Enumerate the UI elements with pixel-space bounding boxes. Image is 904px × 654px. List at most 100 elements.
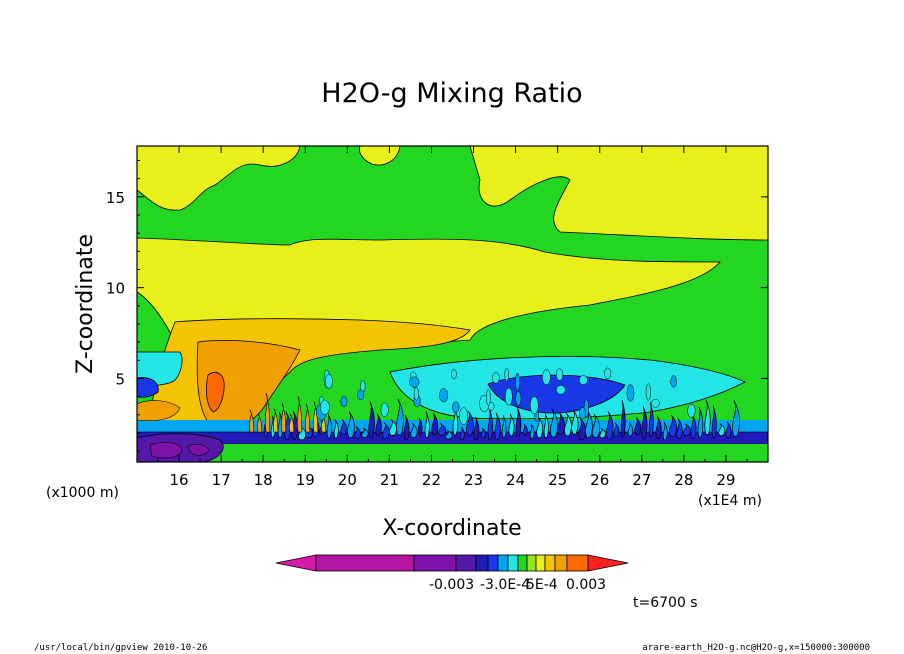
anomaly-patch [542,369,551,385]
x-tick-label: 23 [464,471,483,489]
anomaly-patch [645,383,651,401]
anomaly-patch [504,387,513,406]
y-tick-label: 15 [106,189,125,207]
colorbar-segment [507,554,519,572]
plume-streak [304,403,311,433]
turbulent-cell [403,415,410,441]
anomaly-patch [357,389,365,401]
contour-low-orange-left [137,400,181,421]
anomaly-patch [578,375,588,385]
chart-title: H2O-g Mixing Ratio [321,78,582,109]
x-tick-label: 19 [296,471,315,489]
contour-low-magenta-left [149,441,209,459]
plume-streak [312,401,319,433]
turbulent-cell [634,417,642,435]
colorbar [275,554,629,572]
y-axis-title: Z-coordinate [73,234,98,374]
plume-streak [248,409,255,433]
colorbar-segment [475,554,489,572]
turbulent-cell [438,423,447,436]
turbulent-cell [592,414,601,438]
turbulent-cell [340,419,347,436]
colorbar-segment [487,554,499,572]
turbulent-cell [480,427,487,439]
y-tick-label: 10 [106,280,125,298]
plume-streak [280,402,287,433]
turbulent-cell [577,418,587,440]
turbulent-cell [466,410,474,436]
x-tick-label: 22 [422,471,441,489]
anomaly-patch [324,374,333,389]
footer-left: /usr/local/bin/gpview 2010-10-26 [34,643,207,653]
footer-right: arare-earth_H2O-g.nc@H2O-g,x=150000:3000… [642,643,870,653]
turbulent-cell [431,412,439,436]
plume-streak [272,408,279,433]
turbulent-cell [494,412,501,440]
anomaly-patch [486,389,491,406]
turbulent-cell [655,415,662,439]
colorbar-segment [566,554,589,572]
anomaly-patch [555,368,564,381]
x-tick-label: 27 [632,471,651,489]
turbulent-cell [473,416,480,441]
turbulent-cell [501,415,507,438]
anomaly-patch [452,401,460,413]
plume-streak [264,392,271,433]
turbulent-cell [333,419,339,439]
colorbar-label-4: 0.003 [566,577,606,593]
turbulent-cell [515,406,522,437]
turbulent-cell [382,422,390,439]
x-tick-label: 18 [254,471,273,489]
plume-streak [288,413,295,433]
plume-streak [296,396,303,433]
x-tick-label: 25 [548,471,567,489]
y-unit-label: (x1000 m) [46,485,119,501]
contour-red-core [206,371,225,413]
x-tick-label: 17 [212,471,231,489]
turbulent-cell [627,422,634,437]
anomaly-patch [670,375,677,388]
turbulent-cell [648,401,654,437]
x-tick-label: 29 [716,471,735,489]
turbulent-cell [361,427,369,438]
turbulent-cell [613,422,620,438]
plume-streak [256,413,263,433]
turbulent-cell [522,424,528,436]
turbulent-cell [550,408,559,438]
turbulent-cell [445,430,453,440]
anomaly-patch [604,367,612,380]
colorbar-label-2: -3.0E-4 [480,577,530,593]
anomaly-patch [451,369,457,380]
anomaly-patch [555,385,566,395]
x-axis: 16 17 18 19 20 21 22 23 24 25 26 27 28 29 [157,146,748,489]
contour-field [137,146,768,462]
anomaly-patch [515,391,522,406]
turbulent-cell [529,424,535,439]
turbulent-cell [662,421,668,441]
turbulent-cell [410,422,418,438]
colorbar-segment [554,554,568,572]
colorbar-segment [413,554,457,572]
anomaly-patch [651,398,660,408]
turbulent-cell [641,405,648,440]
anomaly-patch [380,402,389,418]
turbulent-cell [704,399,711,435]
x-tick-label: 24 [506,471,525,489]
turbulent-cell [347,411,355,438]
turbulent-cell [354,426,361,440]
anomaly-patch [504,367,509,382]
turbulent-cell [326,413,332,439]
colorbar-max-arrow [587,554,629,572]
turbulent-cell [683,423,691,436]
colorbar-label-1: -0.003 [429,577,474,593]
x-tick-label: 16 [170,471,189,489]
turbulent-cell [676,418,683,440]
turbulent-cell [459,426,465,441]
contour-upper-left-yellow [137,146,301,211]
x-tick-label: 26 [590,471,609,489]
turbulent-cell [389,419,397,436]
turbulent-cell [606,411,614,440]
anomaly-patch [579,407,587,420]
y-tick-label: 5 [115,370,125,388]
